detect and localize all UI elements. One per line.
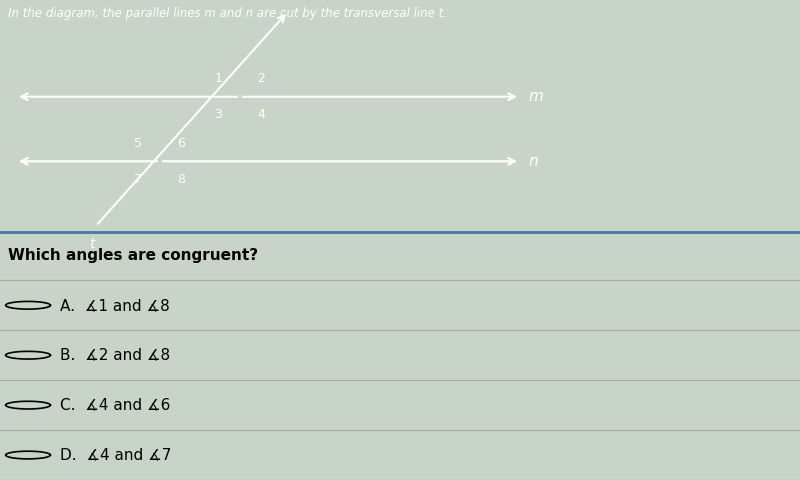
Text: n: n <box>528 154 538 169</box>
Text: A.  ∡1 and ∡8: A. ∡1 and ∡8 <box>60 298 170 313</box>
Text: 7: 7 <box>134 173 142 186</box>
Text: D.  ∡4 and ∡7: D. ∡4 and ∡7 <box>60 447 171 463</box>
Text: In the diagram, the parallel lines m and n are cut by the transversal line t.: In the diagram, the parallel lines m and… <box>8 7 447 20</box>
Text: m: m <box>528 89 543 104</box>
Text: 1: 1 <box>214 72 222 85</box>
Text: Which angles are congruent?: Which angles are congruent? <box>8 248 258 263</box>
Text: 3: 3 <box>214 108 222 121</box>
Text: 6: 6 <box>178 137 186 150</box>
Text: 5: 5 <box>134 137 142 150</box>
Text: B.  ∡2 and ∡8: B. ∡2 and ∡8 <box>60 348 170 363</box>
Text: 8: 8 <box>178 173 186 186</box>
Text: t: t <box>90 237 94 252</box>
Text: 2: 2 <box>258 72 266 85</box>
Text: 4: 4 <box>258 108 266 121</box>
Text: C.  ∡4 and ∡6: C. ∡4 and ∡6 <box>60 397 170 413</box>
